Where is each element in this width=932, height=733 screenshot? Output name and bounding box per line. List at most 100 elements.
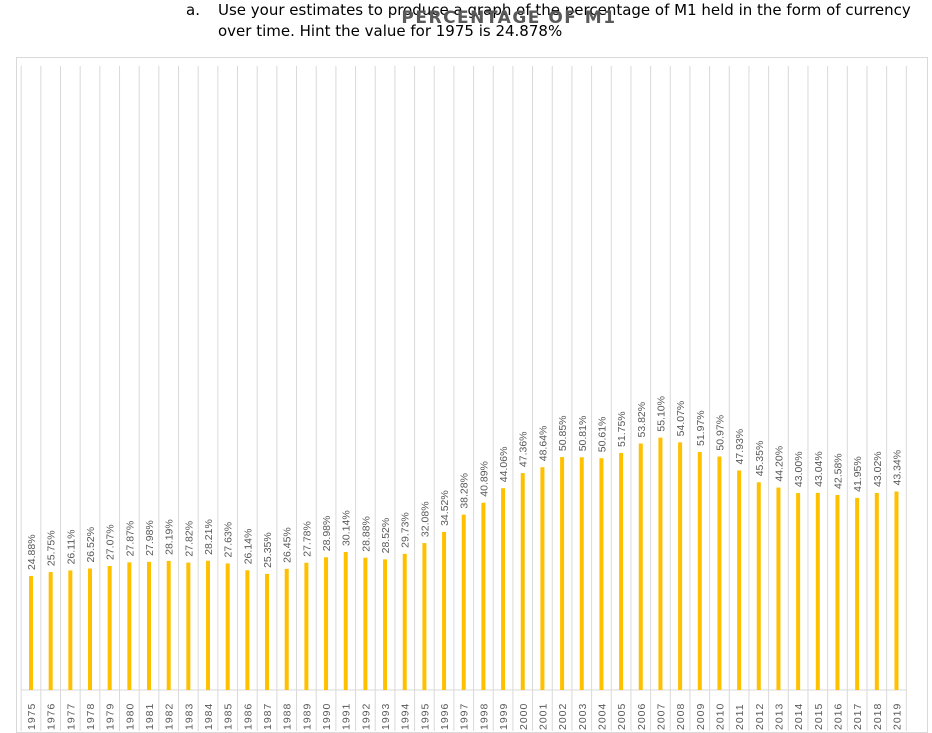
- x-tick-label: 2015: [813, 703, 825, 730]
- bar: [638, 443, 643, 690]
- data-label: 28.21%: [203, 519, 215, 555]
- x-tick-label: 1983: [183, 703, 195, 730]
- bar: [501, 488, 506, 690]
- x-tick-label: 1994: [400, 703, 412, 730]
- bar: [147, 561, 152, 690]
- data-label: 24.88%: [26, 534, 38, 570]
- chart-title: PERCENTAGE OF M1: [401, 8, 617, 28]
- x-tick-label: 2010: [714, 703, 726, 730]
- data-label: 27.98%: [144, 520, 156, 556]
- bar: [265, 573, 270, 690]
- x-tick-label: 1986: [242, 703, 254, 730]
- x-tick-label: 2002: [557, 703, 569, 730]
- data-label: 55.10%: [655, 396, 667, 432]
- x-tick-label: 1980: [124, 703, 136, 730]
- bar: [776, 487, 781, 690]
- data-label: 50.85%: [557, 415, 569, 451]
- x-tick-label: 2004: [596, 703, 608, 730]
- bar: [678, 442, 683, 690]
- data-label: 40.89%: [478, 461, 490, 497]
- bar: [560, 457, 565, 690]
- bar: [737, 470, 742, 690]
- x-tick-label: 2000: [518, 703, 530, 730]
- bar: [343, 551, 348, 690]
- x-tick-label: 1979: [105, 703, 117, 730]
- data-label: 32.08%: [419, 501, 431, 537]
- data-label: 42.58%: [832, 453, 844, 489]
- x-tick-label: 2007: [655, 703, 667, 730]
- question-letter: a.: [186, 1, 200, 19]
- bar: [874, 492, 879, 690]
- bar: [304, 562, 309, 690]
- data-label: 29.73%: [400, 512, 412, 548]
- bar: [815, 492, 820, 690]
- x-tick-label: 2008: [675, 703, 687, 730]
- bar: [402, 553, 407, 690]
- x-tick-label: 1990: [321, 703, 333, 730]
- data-label: 45.35%: [754, 441, 766, 477]
- data-label: 25.75%: [46, 530, 58, 566]
- x-tick-label: 1982: [164, 703, 176, 730]
- bar: [324, 557, 329, 690]
- bar: [835, 494, 840, 690]
- x-tick-label: 1998: [478, 703, 490, 730]
- x-tick-label: 2003: [577, 703, 589, 730]
- x-tick-label: 2011: [734, 703, 746, 730]
- x-tick-label: 1975: [26, 703, 38, 730]
- data-label: 51.75%: [616, 411, 628, 447]
- bar: [225, 563, 230, 690]
- bar: [461, 514, 466, 690]
- data-label: 43.34%: [891, 450, 903, 486]
- bar: [245, 570, 250, 690]
- data-label: 38.28%: [459, 473, 471, 509]
- bar: [107, 566, 112, 690]
- data-label: 26.45%: [282, 527, 294, 563]
- x-tick-label: 2001: [537, 703, 549, 730]
- data-label: 50.97%: [714, 415, 726, 451]
- data-label: 28.88%: [360, 516, 372, 552]
- x-tick-label: 1996: [439, 703, 451, 730]
- x-tick-label: 1988: [282, 703, 294, 730]
- bar: [697, 451, 702, 690]
- bar: [29, 576, 33, 690]
- x-tick-label: 1984: [203, 703, 215, 730]
- x-tick-label: 1997: [459, 703, 471, 730]
- x-tick-label: 1978: [85, 703, 97, 730]
- data-label: 47.36%: [518, 431, 530, 467]
- x-tick-label: 1992: [360, 703, 372, 730]
- data-label: 27.07%: [105, 524, 117, 560]
- bar: [284, 568, 289, 690]
- data-label: 51.97%: [695, 410, 707, 446]
- bar: [127, 562, 132, 690]
- bar: [206, 560, 211, 690]
- data-label: 27.82%: [183, 521, 195, 557]
- data-label: 44.06%: [498, 447, 510, 483]
- bar: [68, 570, 73, 690]
- bar: [166, 560, 171, 690]
- x-tick-label: 1977: [65, 703, 77, 730]
- x-tick-label: 2014: [793, 703, 805, 730]
- data-label: 54.07%: [675, 401, 687, 437]
- x-tick-label: 2012: [754, 703, 766, 730]
- bar: [48, 572, 53, 690]
- data-label: 41.95%: [852, 456, 864, 492]
- data-label: 27.78%: [301, 521, 313, 557]
- x-tick-label: 2019: [891, 703, 903, 730]
- bar: [422, 543, 427, 690]
- data-label: 47.93%: [734, 429, 746, 465]
- data-label: 44.20%: [773, 446, 785, 482]
- question-text: Use your estimates to produce a graph of…: [218, 1, 911, 40]
- x-tick-label: 2009: [695, 703, 707, 730]
- data-label: 28.19%: [164, 519, 176, 555]
- x-tick-label: 1991: [341, 703, 353, 730]
- data-label: 26.11%: [65, 530, 77, 565]
- x-tick-label: 1993: [380, 703, 392, 730]
- data-label: 30.14%: [341, 510, 353, 546]
- x-tick-label: 1985: [223, 703, 235, 730]
- bar: [481, 502, 486, 690]
- x-tick-label: 2005: [616, 703, 628, 730]
- x-tick-label: 1981: [144, 703, 156, 730]
- x-tick-label: 2013: [773, 703, 785, 730]
- data-label: 34.52%: [439, 490, 451, 526]
